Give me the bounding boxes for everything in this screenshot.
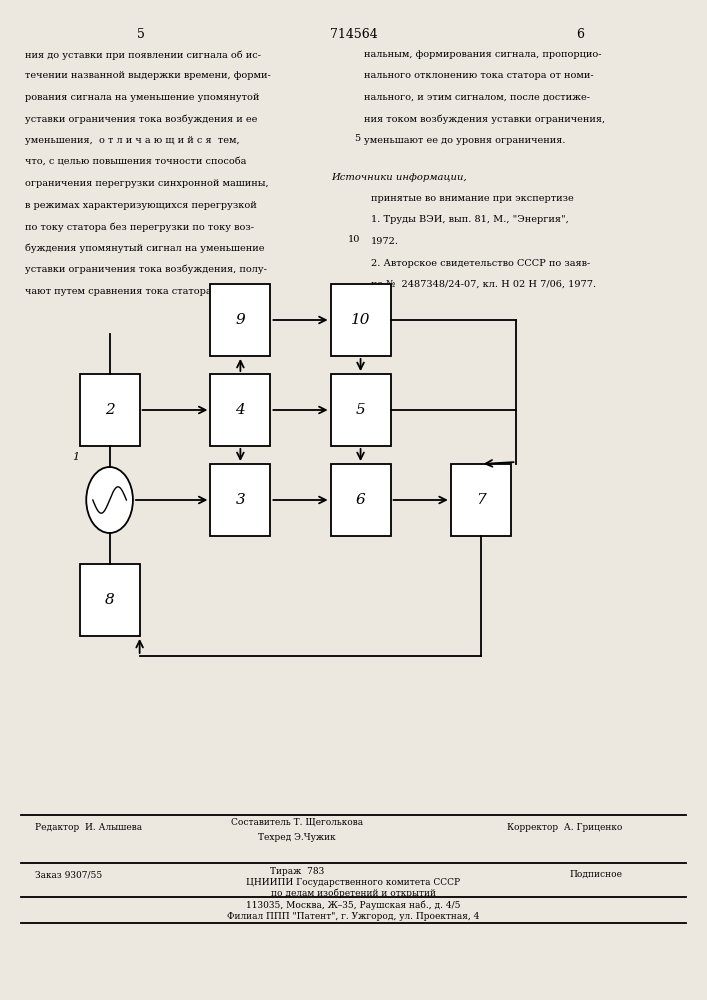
Text: нальным, формирования сигнала, пропорцио-: нальным, формирования сигнала, пропорцио…	[364, 50, 602, 59]
Text: нального отклонению тока статора от номи-: нального отклонению тока статора от номи…	[364, 72, 594, 81]
Text: по току статора без перегрузки по току воз-: по току статора без перегрузки по току в…	[25, 222, 254, 232]
Bar	[451, 464, 510, 536]
Bar	[79, 374, 140, 446]
Text: 2: 2	[105, 403, 115, 417]
Text: 714564: 714564	[329, 27, 378, 40]
Text: 4: 4	[235, 403, 245, 417]
Text: 9: 9	[235, 313, 245, 327]
Text: Источники информации,: Источники информации,	[332, 172, 467, 182]
Text: чают путем сравнения тока статора с номи-: чают путем сравнения тока статора с номи…	[25, 286, 252, 296]
Text: 7: 7	[476, 493, 486, 507]
Text: ограничения перегрузки синхронной машины,: ограничения перегрузки синхронной машины…	[25, 179, 269, 188]
Text: уменьшают ее до уровня ограничения.: уменьшают ее до уровня ограничения.	[364, 136, 566, 145]
Text: уставки ограничения тока возбуждения, полу-: уставки ограничения тока возбуждения, по…	[25, 265, 267, 274]
Text: 10: 10	[351, 313, 370, 327]
Text: уменьшения,  о т л и ч а ю щ и й с я  тем,: уменьшения, о т л и ч а ю щ и й с я тем,	[25, 136, 240, 145]
Text: ЦНИИПИ Государственного комитета СССР: ЦНИИПИ Государственного комитета СССР	[247, 878, 460, 887]
Bar	[211, 284, 271, 356]
Text: Составитель Т. Щеголькова: Составитель Т. Щеголькова	[231, 818, 363, 827]
Text: Филиал ППП "Патент", г. Ужгород, ул. Проектная, 4: Филиал ППП "Патент", г. Ужгород, ул. Про…	[228, 912, 479, 921]
Bar	[79, 564, 140, 636]
Bar	[211, 374, 271, 446]
Text: 1972.: 1972.	[371, 237, 399, 246]
Text: что, с целью повышения точности способа: что, с целью повышения точности способа	[25, 157, 246, 166]
Text: 8: 8	[105, 593, 115, 607]
Text: Заказ 9307/55: Заказ 9307/55	[35, 870, 103, 879]
Text: 1. Труды ВЭИ, вып. 81, М., "Энергия",: 1. Труды ВЭИ, вып. 81, М., "Энергия",	[371, 216, 569, 225]
Circle shape	[86, 467, 133, 533]
Text: ке №  2487348/24-07, кл. Н 02 Н 7/06, 1977.: ке № 2487348/24-07, кл. Н 02 Н 7/06, 197…	[371, 280, 596, 289]
Text: в режимах характеризующихся перегрузкой: в режимах характеризующихся перегрузкой	[25, 200, 257, 210]
Text: Тираж  783: Тираж 783	[270, 867, 324, 876]
Text: рования сигнала на уменьшение упомянутой: рования сигнала на уменьшение упомянутой	[25, 93, 259, 102]
Text: 6: 6	[575, 27, 584, 40]
Text: 2. Авторское свидетельство СССР по заяв-: 2. Авторское свидетельство СССР по заяв-	[371, 258, 590, 267]
Text: 113035, Москва, Ж–35, Раушская наб., д. 4/5: 113035, Москва, Ж–35, Раушская наб., д. …	[246, 900, 461, 910]
Text: буждения упомянутый сигнал на уменьшение: буждения упомянутый сигнал на уменьшение	[25, 243, 264, 253]
Bar	[331, 374, 390, 446]
Bar	[331, 284, 390, 356]
Text: 10: 10	[348, 235, 361, 244]
Text: 6: 6	[356, 493, 366, 507]
Text: Техред Э.Чужик: Техред Э.Чужик	[258, 833, 336, 842]
Text: ния током возбуждения уставки ограничения,: ния током возбуждения уставки ограничени…	[364, 114, 605, 124]
Text: 5: 5	[137, 27, 146, 40]
Bar	[211, 464, 271, 536]
Text: течении названной выдержки времени, форми-: течении названной выдержки времени, форм…	[25, 72, 271, 81]
Text: принятые во внимание при экспертизе: принятые во внимание при экспертизе	[371, 194, 574, 203]
Text: ния до уставки при появлении сигнала об ис-: ния до уставки при появлении сигнала об …	[25, 50, 261, 60]
Text: нального, и этим сигналом, после достиже-: нального, и этим сигналом, после достиже…	[364, 93, 590, 102]
Text: 3: 3	[235, 493, 245, 507]
Text: 5: 5	[356, 403, 366, 417]
Text: Подписное: Подписное	[569, 870, 622, 879]
Text: Корректор  А. Гриценко: Корректор А. Гриценко	[507, 823, 622, 832]
Text: по делам изобретений и открытий: по делам изобретений и открытий	[271, 889, 436, 898]
Bar	[331, 464, 390, 536]
Text: 1: 1	[72, 452, 79, 462]
Text: 5: 5	[354, 134, 361, 143]
Text: Редактор  И. Алышева: Редактор И. Алышева	[35, 823, 143, 832]
Text: уставки ограничения тока возбуждения и ее: уставки ограничения тока возбуждения и е…	[25, 114, 257, 124]
